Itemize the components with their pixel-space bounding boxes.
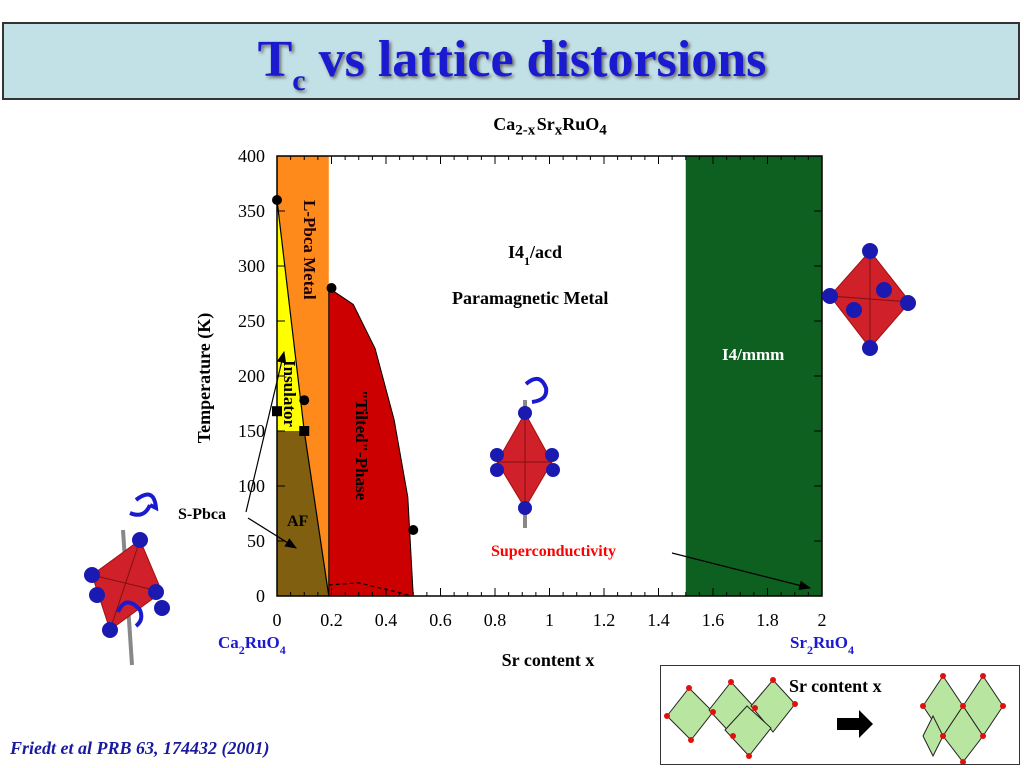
region-label-i4mmm: I4/mmm	[722, 345, 784, 364]
x-tick-label: 1.8	[756, 610, 779, 630]
data-point-circle	[326, 283, 337, 293]
y-tick-label: 350	[238, 201, 265, 221]
data-point-circle	[408, 525, 419, 535]
region-label-i41acd: I41/acd	[508, 242, 562, 268]
y-tick-label: 100	[238, 476, 265, 496]
y-tick-label: 0	[256, 586, 265, 606]
x-tick-label: 1.4	[647, 610, 670, 630]
region-label-tilted: "Tilted"-Phase	[352, 390, 371, 501]
slide-title: Tc vs lattice distorsions	[257, 31, 767, 97]
x-tick-label: 0.2	[320, 610, 343, 630]
title-banner	[2, 22, 1020, 100]
paramagnetic-label: Paramagnetic Metal	[452, 288, 608, 308]
data-point-square	[299, 426, 310, 436]
data-point-circle	[272, 195, 282, 205]
y-tick-label: 400	[238, 146, 265, 166]
x-tick-label: 1.2	[593, 610, 616, 630]
x-tick-label: 0	[273, 610, 282, 630]
ca2ruo4-label: Ca2RuO4	[218, 633, 286, 657]
y-tick-label: 300	[238, 256, 265, 276]
y-tick-label: 200	[238, 366, 265, 386]
x-tick-label: 0.4	[375, 610, 398, 630]
x-tick-label: 1.6	[702, 610, 725, 630]
x-tick-label: 2	[818, 610, 827, 630]
octahedron-icon-rotated	[490, 376, 560, 528]
y-tick-label: 250	[238, 311, 265, 331]
region-af	[277, 431, 329, 596]
s-pbca-label: S-Pbca	[178, 506, 226, 523]
inset-label: Sr content x	[789, 676, 882, 696]
region-i4mmm	[685, 156, 822, 596]
x-tick-label: 0.6	[429, 610, 452, 630]
x-axis-label: Sr content x	[502, 650, 595, 670]
sr2ruo4-label: Sr2RuO4	[790, 633, 854, 657]
region-label-af: AF	[287, 513, 309, 530]
octahedron-icon-tetragonal	[822, 243, 916, 356]
y-tick-label: 50	[247, 531, 265, 551]
structure-inset: Sr content x	[660, 665, 1020, 765]
arrow-right-icon	[837, 710, 873, 738]
y-axis-label: Temperature (K)	[194, 313, 215, 443]
region-label-insulator: Insulator	[280, 360, 299, 428]
x-tick-label: 0.8	[484, 610, 507, 630]
s-pbca-arrow-down	[247, 517, 298, 549]
region-label-lpbca: L-Pbca Metal	[300, 200, 319, 300]
s-pbca-arrow-up	[245, 350, 287, 513]
chart-title: Ca2-x SrxRuO4	[493, 114, 607, 139]
octahedra-tilted-icon	[664, 677, 798, 759]
octahedra-straight-icon	[920, 673, 1006, 764]
data-point-square	[272, 406, 282, 417]
x-tick-label: 1	[545, 610, 554, 630]
data-point-circle	[299, 395, 310, 406]
sc-arrow	[671, 552, 812, 590]
citation: Friedt et al PRB 63, 174432 (2001)	[10, 738, 270, 758]
y-tick-label: 150	[238, 421, 265, 441]
superconductivity-label: Superconductivity	[491, 543, 616, 560]
octahedron-icon-tilted	[84, 492, 170, 666]
